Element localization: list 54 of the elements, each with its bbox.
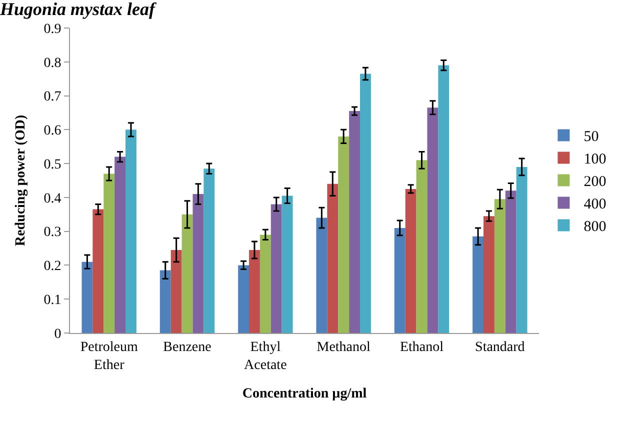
bar <box>282 196 293 333</box>
bar <box>438 65 450 333</box>
y-tick-label: 0.5 <box>44 157 62 172</box>
x-axis-title: Concentration µg/ml <box>242 386 367 402</box>
y-tick-label: 0.1 <box>44 293 62 308</box>
bar <box>170 250 182 333</box>
y-tick-label: 0.7 <box>44 90 62 105</box>
bar <box>260 234 271 333</box>
x-tick-label: Methanol <box>316 340 371 355</box>
y-tick-label: 0 <box>54 326 62 342</box>
bar <box>427 108 438 333</box>
bar <box>126 130 136 333</box>
y-tick-label: 0.8 <box>44 56 62 71</box>
bar <box>516 166 528 333</box>
bar <box>182 214 193 333</box>
x-tick-label: Standard <box>475 340 525 355</box>
y-axis-title: Reducing power (OD) <box>13 114 28 246</box>
y-tick-label: 0.4 <box>44 191 62 206</box>
bar <box>338 136 350 333</box>
bar <box>82 262 93 333</box>
x-tick-label: Ethanol <box>400 340 444 355</box>
bar <box>249 250 260 333</box>
bar <box>505 190 516 333</box>
bar <box>416 160 428 333</box>
y-tick-label: 0.2 <box>44 259 62 274</box>
bar <box>92 209 104 333</box>
bar <box>104 174 115 333</box>
bar <box>204 168 215 333</box>
y-tick-label: 0.3 <box>44 225 62 240</box>
bar <box>316 218 328 333</box>
bar <box>160 270 171 333</box>
x-tick-label: Ethyl Acetate <box>244 340 287 373</box>
chart-title: Hugonia mystax leaf <box>0 0 158 19</box>
bar <box>192 194 204 333</box>
bar <box>484 216 494 333</box>
legend-label: 800 <box>584 219 606 236</box>
x-tick-label: Petroleum Ether <box>80 340 138 373</box>
bar <box>472 236 484 333</box>
bar <box>114 156 126 333</box>
bar <box>349 111 360 333</box>
x-tick-label: Benzene <box>163 340 212 355</box>
bar <box>394 228 406 333</box>
bar <box>494 199 506 333</box>
bar <box>405 188 416 333</box>
bar <box>270 204 282 333</box>
legend-label: 50 <box>584 129 599 146</box>
y-tick-label: 0.6 <box>44 124 62 139</box>
bar <box>327 184 338 333</box>
legend-label: 200 <box>584 174 606 190</box>
legend-label: 400 <box>584 196 606 213</box>
bar <box>360 74 371 333</box>
legend-label: 100 <box>584 152 606 168</box>
bar <box>238 265 249 333</box>
y-tick-label: 0.9 <box>44 22 62 37</box>
